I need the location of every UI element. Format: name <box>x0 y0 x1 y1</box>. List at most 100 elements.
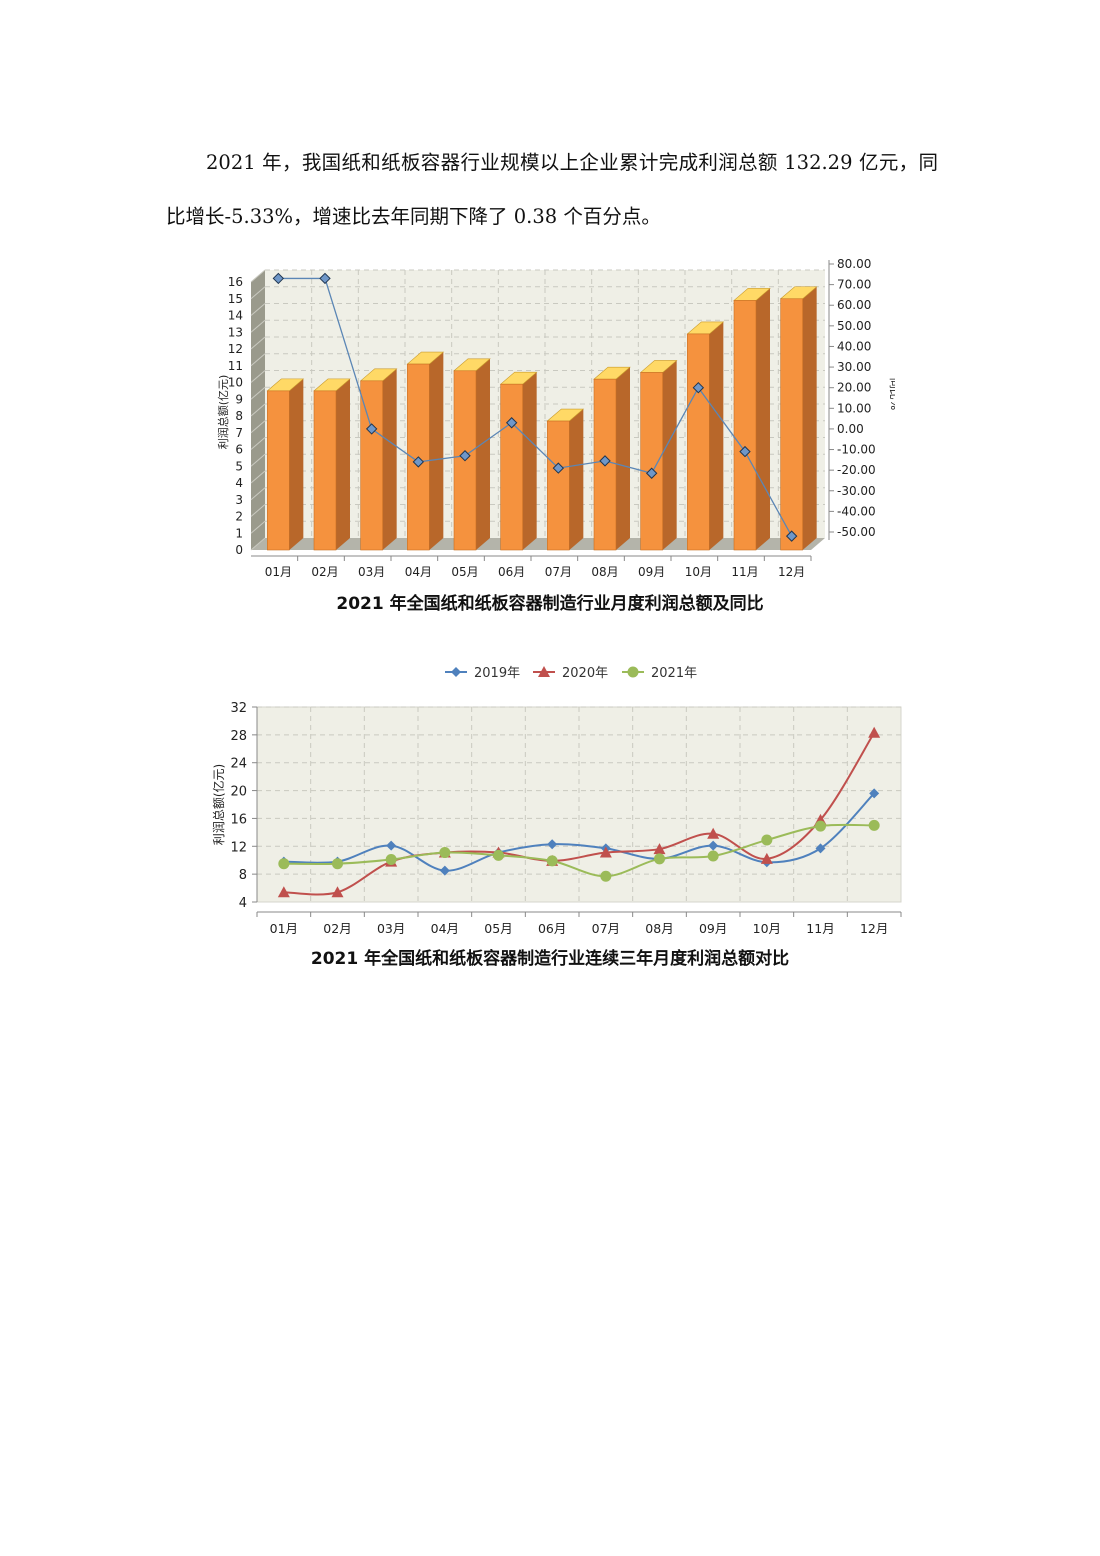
yoy-point <box>412 456 425 468</box>
y-right-tick-label: 30.00 <box>837 360 871 374</box>
y-right-tick-label: -10.00 <box>837 443 876 457</box>
wall-gridline <box>250 319 266 333</box>
y-tick-label: 2 <box>235 510 243 524</box>
x-tick-label: 06月 <box>538 921 566 936</box>
y-tick-label: 4 <box>239 896 247 911</box>
x-tick-label: 03月 <box>358 565 385 578</box>
wall-gridline <box>250 470 266 484</box>
bar <box>733 300 757 551</box>
wall-gridline <box>250 504 266 517</box>
x-tick-label: 06月 <box>498 565 525 578</box>
x-tick-label: 01月 <box>265 565 292 578</box>
wall-gridline <box>250 403 266 417</box>
chart2-caption: 2021 年全国纸和纸板容器制造行业连续三年月度利润总额对比 <box>310 949 790 969</box>
y-tick-label: 12 <box>228 342 243 356</box>
y-tick-label: 8 <box>239 868 247 883</box>
bar <box>267 390 290 551</box>
series-point-1 <box>386 840 397 851</box>
y-tick-label: 11 <box>228 359 243 373</box>
y-tick-label: 12 <box>230 840 247 855</box>
y-tick-label: 28 <box>230 729 247 744</box>
x-tick-label: 07月 <box>592 921 620 936</box>
y-tick-label: 3 <box>235 493 243 507</box>
bar-side <box>382 368 397 550</box>
wall-gridline <box>250 386 266 400</box>
series-point-1 <box>439 865 450 876</box>
y-right-tick-label: 40.00 <box>837 339 871 353</box>
y-right-tick-label: 80.00 <box>837 257 871 271</box>
yoy-line <box>278 277 793 537</box>
summary-paragraph: 2021 年，我国纸和纸板容器行业规模以上企业累计完成利润总额 132.29 亿… <box>166 151 938 228</box>
yoy-point <box>645 467 658 479</box>
wall-gridline <box>250 453 266 467</box>
x-tick-label: 01月 <box>270 921 298 936</box>
yoy-point <box>459 450 471 462</box>
wall-gridline <box>250 370 266 383</box>
y-tick-label: 9 <box>235 392 243 406</box>
series-point-2 <box>599 846 612 858</box>
x-tick-label: 10月 <box>753 921 781 936</box>
three-year-comparison-chart: 2019年 2020年 2021年 4 8 12 16 20 24 28 32 01月 02月 03月 0… <box>211 666 902 936</box>
y-tick-label: 4 <box>235 476 243 490</box>
series-point-3 <box>600 870 612 882</box>
y-right-tick-label: -50.00 <box>837 525 876 539</box>
bar <box>547 420 570 551</box>
y-tick-label: 24 <box>230 757 247 772</box>
yoy-point <box>505 417 518 429</box>
yoy-point <box>319 272 331 285</box>
x-tick-label: 11月 <box>806 921 834 936</box>
bar-side <box>476 358 490 550</box>
y-tick-label: 6 <box>235 443 243 457</box>
legend-label: 2019年 <box>474 666 520 681</box>
x-tick-label: 04月 <box>405 565 432 578</box>
y-right-tick-label: 70.00 <box>837 278 871 292</box>
bar-side <box>336 378 350 550</box>
yoy-point <box>365 423 378 435</box>
y-tick-label: 8 <box>235 409 243 423</box>
y-right-tick-label: 10.00 <box>837 401 871 415</box>
bar <box>687 333 710 551</box>
y-right-tick-label: 60.00 <box>837 298 871 312</box>
bar-side <box>569 409 584 550</box>
y-tick-label: 10 <box>228 376 243 390</box>
x-tick-label: 02月 <box>323 921 351 936</box>
series-point-1 <box>547 839 558 850</box>
series-point-2 <box>868 726 881 738</box>
bar <box>313 390 337 551</box>
series-point-3 <box>546 855 558 867</box>
y-tick-label: 14 <box>228 309 243 323</box>
series-point-2 <box>707 827 720 839</box>
series-point-2 <box>760 852 773 864</box>
x-tick-label: 05月 <box>484 921 512 936</box>
x-tick-label: 10月 <box>685 565 712 578</box>
legend-marker <box>538 666 550 677</box>
series-point-3 <box>439 847 451 859</box>
y-right-tick-label: 50.00 <box>837 319 871 333</box>
x-tick-label: 02月 <box>311 565 338 578</box>
x-tick-label: 11月 <box>731 565 758 578</box>
y-right-tick-label: -20.00 <box>837 463 876 477</box>
y-tick-label: 20 <box>230 785 247 800</box>
y-right-tick-label: -40.00 <box>837 504 876 518</box>
x-tick-label: 08月 <box>591 565 618 578</box>
bar-side <box>429 352 444 550</box>
yoy-point <box>272 272 285 285</box>
yoy-point <box>739 445 751 458</box>
bar <box>500 383 523 551</box>
wall-gridline <box>250 437 266 450</box>
yoy-point <box>692 381 705 394</box>
bar-side <box>662 360 677 550</box>
floor <box>251 538 825 550</box>
bar <box>360 380 383 551</box>
x-tick-label: 12月 <box>860 921 888 936</box>
series-point-3 <box>332 858 343 870</box>
y-tick-label: 5 <box>235 459 243 473</box>
y-tick-label: 16 <box>230 812 247 827</box>
wall-gridline <box>250 520 266 534</box>
series-point-2 <box>277 886 290 898</box>
series-point-3 <box>385 854 397 866</box>
series-point-3 <box>815 820 826 832</box>
series-point-1 <box>708 840 719 851</box>
wall-gridline <box>250 303 266 316</box>
yoy-point <box>599 455 611 467</box>
